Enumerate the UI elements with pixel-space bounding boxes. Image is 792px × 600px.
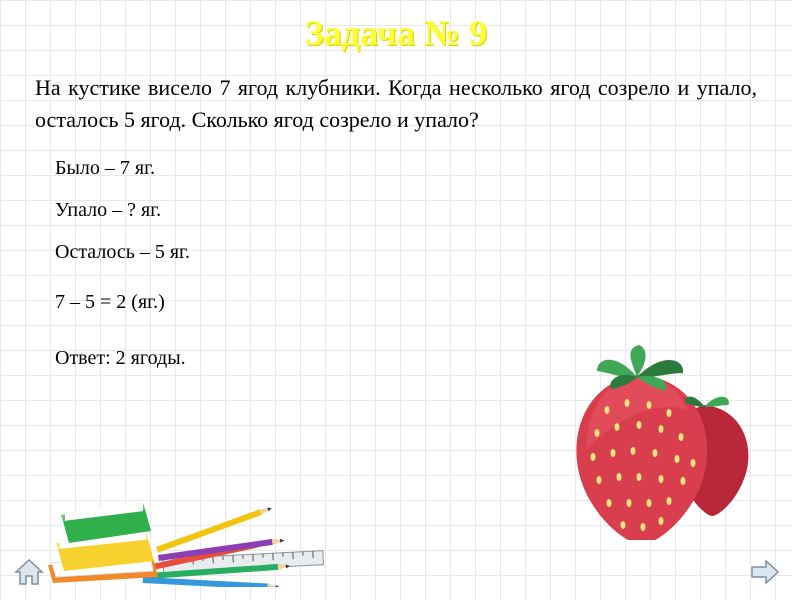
- home-icon: [12, 557, 46, 587]
- work-line-left: Осталось – 5 яг.: [55, 238, 762, 266]
- work-line-fell: Упало – ? яг.: [55, 196, 762, 224]
- work-line-was: Было – 7 яг.: [55, 154, 762, 182]
- arrow-right-icon: [748, 557, 780, 587]
- slide-content: Задача № 9 На кустике висело 7 ягод клуб…: [0, 0, 792, 372]
- problem-text: На кустике висело 7 ягод клубники. Когда…: [30, 72, 762, 154]
- page-title: Задача № 9: [30, 0, 762, 72]
- home-button[interactable]: [12, 557, 46, 592]
- books-pencils-image: [8, 477, 368, 592]
- next-button[interactable]: [748, 557, 780, 592]
- calculation: 7 – 5 = 2 (яг.): [55, 288, 762, 316]
- strawberry-image: [547, 330, 767, 545]
